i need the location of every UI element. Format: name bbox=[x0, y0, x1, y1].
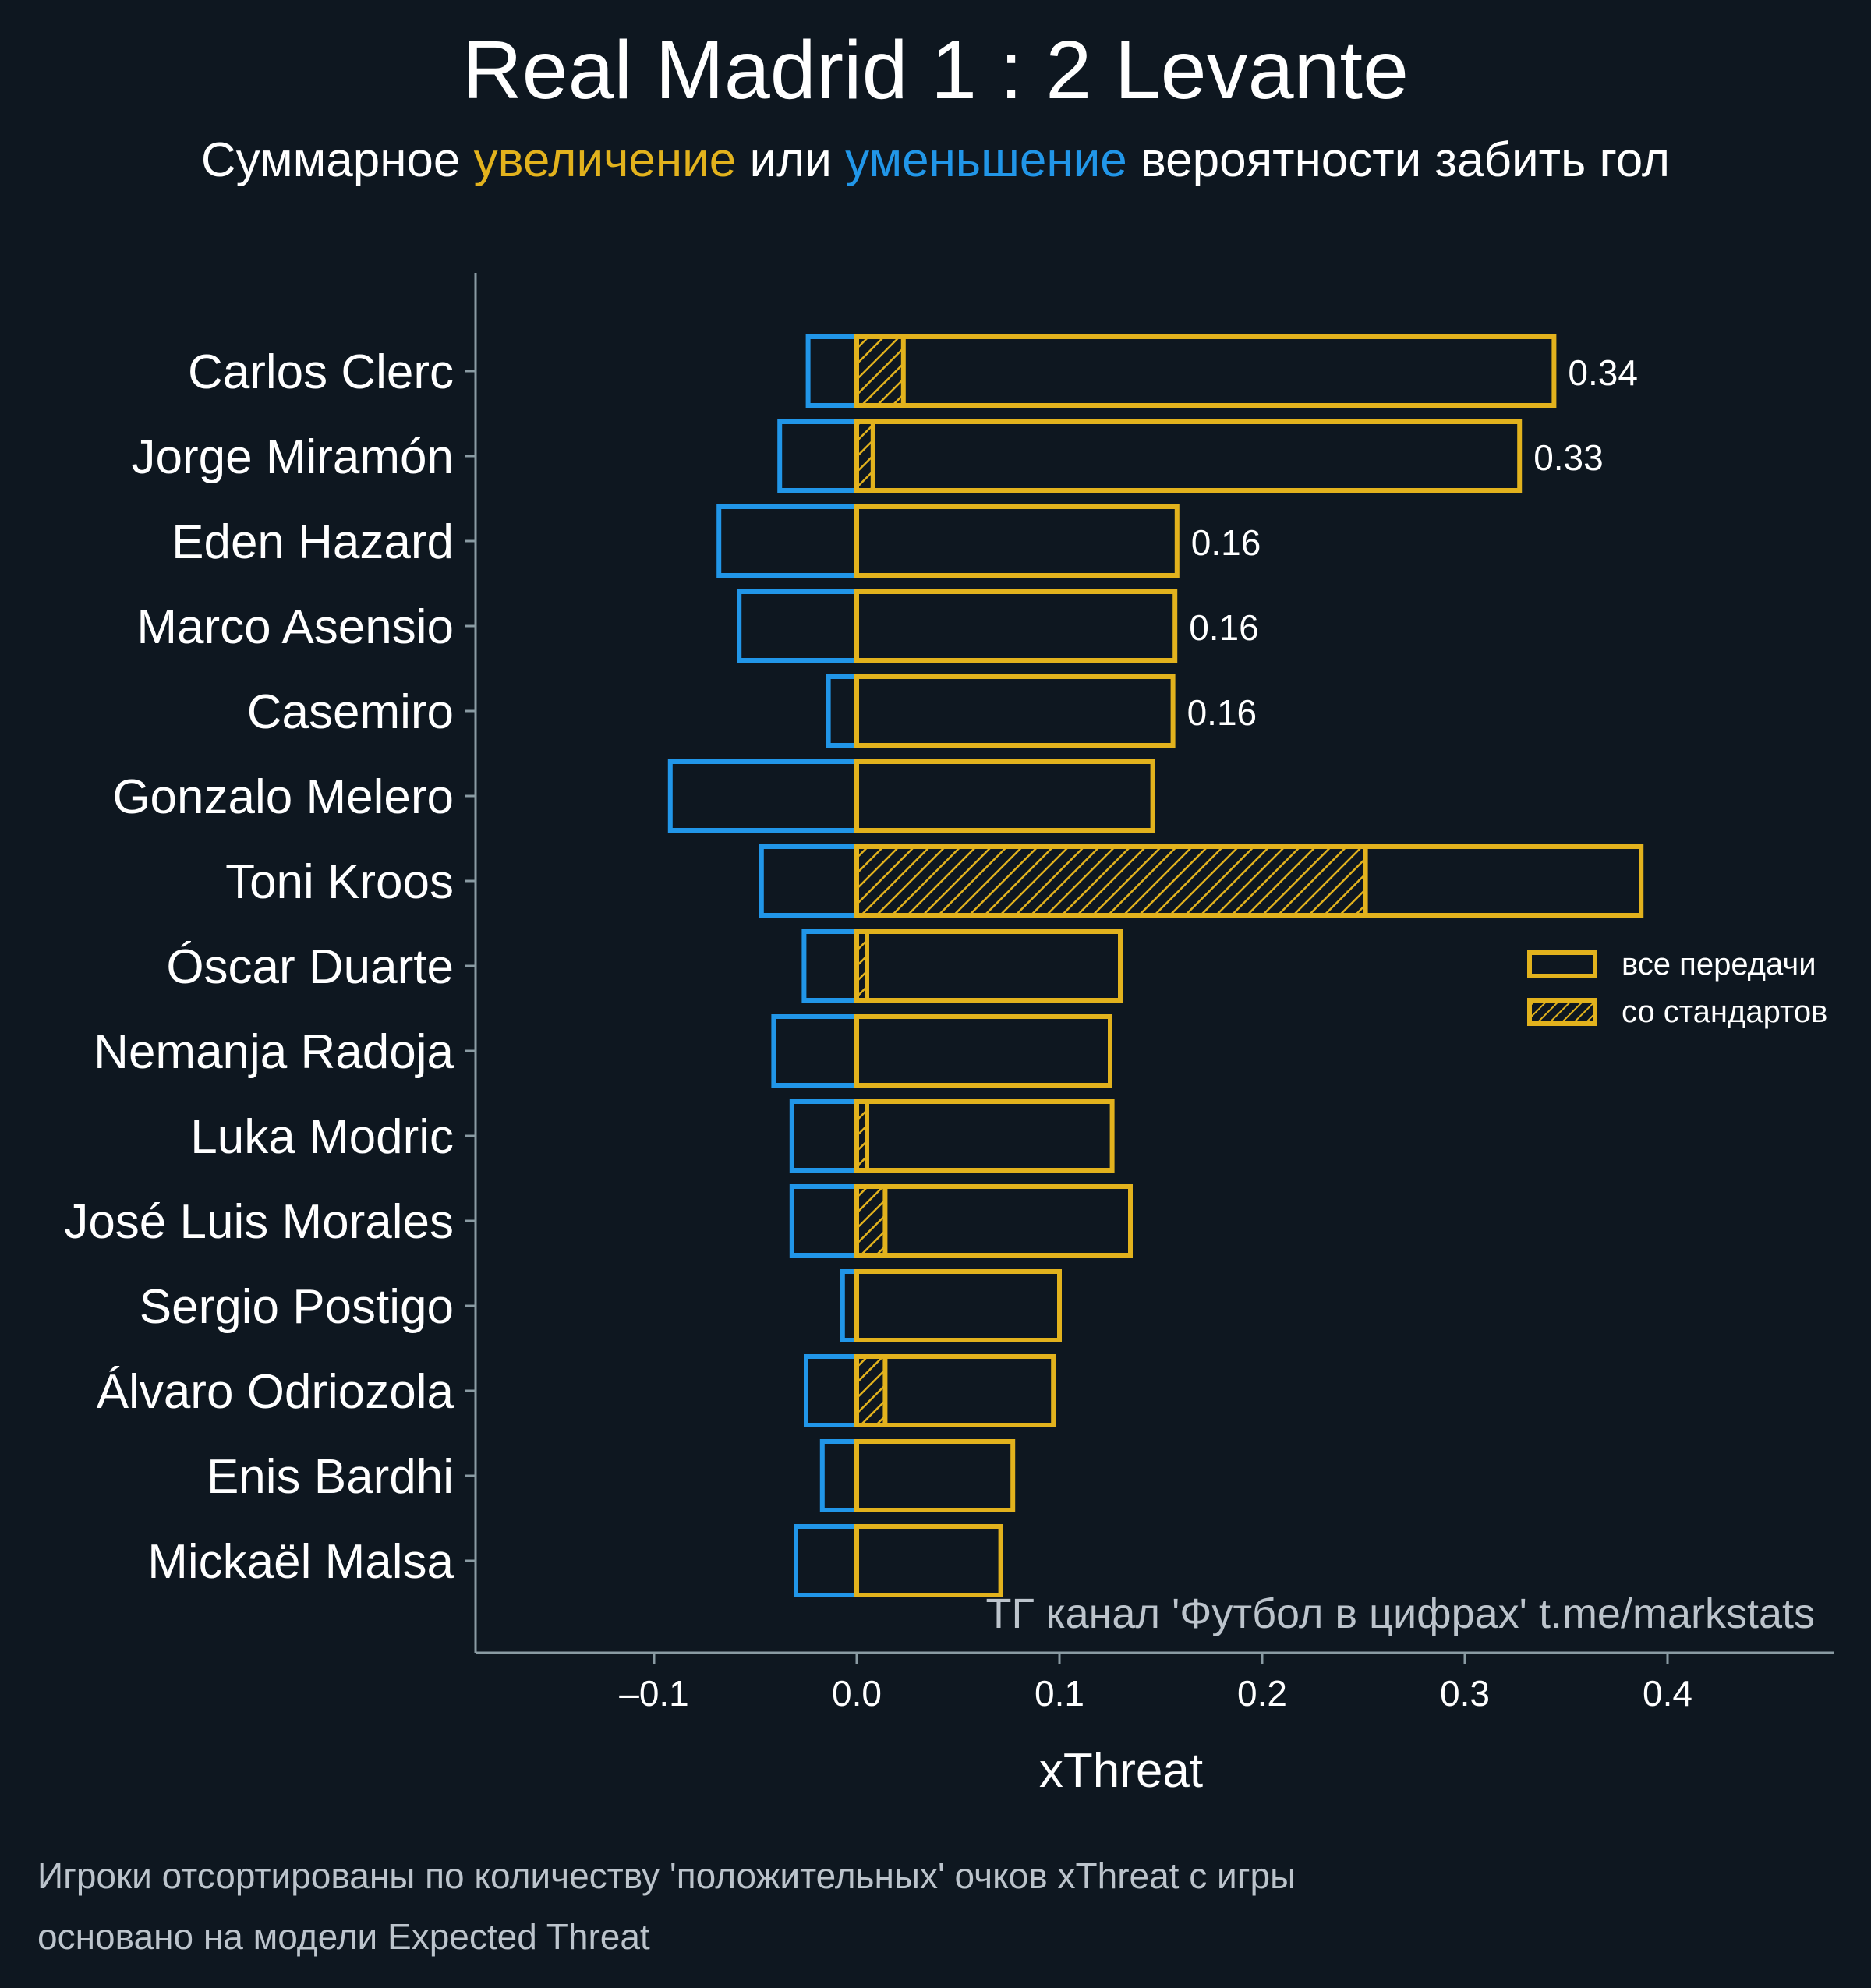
footnote-model: основано на модели Expected Threat bbox=[37, 1916, 650, 1957]
category-label: Mickaël Malsa bbox=[147, 1535, 454, 1589]
category-label: Sergio Postigo bbox=[140, 1280, 454, 1334]
axes: –0.1 0.0 0.1 0.2 0.3 0.4 bbox=[465, 273, 1834, 1714]
value-label: 0.34 bbox=[1568, 352, 1638, 393]
value-label: 0.16 bbox=[1189, 607, 1259, 648]
category-label: Casemiro bbox=[247, 685, 454, 739]
chart-subtitle: Суммарное увеличение или уменьшение веро… bbox=[0, 129, 1871, 192]
subtitle-part1: Суммарное bbox=[200, 133, 474, 187]
category-label: Óscar Duarte bbox=[166, 940, 454, 994]
category-label: Eden Hazard bbox=[172, 515, 454, 569]
positive-bar bbox=[854, 1439, 1016, 1512]
negative-bar bbox=[826, 674, 859, 748]
negative-bar bbox=[789, 1184, 859, 1258]
set-piece-bar bbox=[854, 419, 875, 493]
positive-bar bbox=[854, 419, 1523, 493]
bars bbox=[667, 334, 1644, 1597]
subtitle-negative-word: уменьшение bbox=[845, 133, 1127, 187]
set-piece-bar bbox=[854, 1354, 888, 1427]
x-tick-label: 0.1 bbox=[1035, 1673, 1084, 1714]
legend-label-all-passes: все передачи bbox=[1622, 947, 1816, 982]
positive-bar bbox=[854, 759, 1155, 833]
positive-bar bbox=[854, 334, 1557, 408]
subtitle-positive-word: увеличение bbox=[473, 133, 737, 187]
negative-bar bbox=[737, 589, 860, 663]
value-labels: 0.34 0.33 0.16 0.16 0.16 bbox=[1187, 352, 1638, 733]
positive-bar bbox=[854, 1354, 1056, 1427]
positive-bar bbox=[854, 1524, 1003, 1597]
x-tick-label: 0.0 bbox=[832, 1673, 882, 1714]
negative-bar bbox=[804, 1354, 859, 1427]
positive-bar bbox=[854, 589, 1178, 663]
negative-bar bbox=[777, 419, 860, 493]
positive-bar bbox=[854, 504, 1180, 578]
category-label: Jorge Miramón bbox=[132, 430, 454, 484]
positive-bar bbox=[854, 844, 1644, 918]
category-label: Toni Kroos bbox=[225, 855, 454, 909]
category-label: Luka Modric bbox=[190, 1110, 454, 1164]
category-labels: Carlos Clerc Jorge Miramón Eden Hazard Marc… bbox=[64, 345, 454, 1589]
watermark: ТГ канал 'Футбол в цифрах' t.me/markstat… bbox=[986, 1590, 1815, 1637]
x-tick-label: 0.4 bbox=[1643, 1673, 1692, 1714]
value-label: 0.33 bbox=[1533, 437, 1604, 478]
category-label: Álvaro Odriozola bbox=[97, 1365, 454, 1419]
category-label: Gonzalo Melero bbox=[112, 770, 454, 824]
negative-bar bbox=[771, 1014, 860, 1088]
x-tick-label: 0.3 bbox=[1440, 1673, 1490, 1714]
legend-swatch-all-passes bbox=[1527, 950, 1597, 978]
category-label: José Luis Morales bbox=[64, 1195, 454, 1249]
legend: все передачи со стандартов bbox=[1527, 947, 1827, 1029]
category-label: Nemanja Radoja bbox=[94, 1025, 454, 1079]
category-label: Marco Asensio bbox=[136, 600, 454, 654]
chart-title: Real Madrid 1 : 2 Levante bbox=[462, 24, 1409, 116]
x-tick-label: 0.2 bbox=[1237, 1673, 1287, 1714]
legend-swatch-set-pieces bbox=[1527, 998, 1597, 1026]
positive-bar bbox=[854, 929, 1123, 1003]
category-label: Enis Bardhi bbox=[207, 1450, 454, 1504]
legend-label-set-pieces: со стандартов bbox=[1622, 995, 1827, 1029]
positive-bar bbox=[854, 1014, 1112, 1088]
negative-bar bbox=[716, 504, 860, 578]
subtitle-part3: вероятности забить гол bbox=[1126, 133, 1671, 187]
subtitle-part2: или bbox=[736, 133, 846, 187]
set-piece-bar bbox=[854, 334, 906, 408]
negative-bar bbox=[789, 1099, 859, 1173]
value-label: 0.16 bbox=[1187, 692, 1257, 733]
positive-bar bbox=[854, 1184, 1133, 1258]
set-piece-bar bbox=[854, 1184, 888, 1258]
negative-bar bbox=[819, 1439, 860, 1512]
value-label: 0.16 bbox=[1191, 522, 1261, 563]
positive-bar bbox=[854, 674, 1176, 748]
positive-bar bbox=[854, 1099, 1115, 1173]
footnote-sorting: Игроки отсортированы по количеству 'поло… bbox=[37, 1855, 1296, 1896]
positive-bar bbox=[854, 1269, 1062, 1342]
x-tick-label: –0.1 bbox=[619, 1673, 689, 1714]
x-axis-label: xThreat bbox=[1039, 1744, 1203, 1798]
negative-bar bbox=[801, 929, 860, 1003]
set-piece-bar bbox=[854, 844, 1368, 918]
negative-bar bbox=[805, 334, 859, 408]
category-label: Carlos Clerc bbox=[188, 345, 454, 399]
negative-bar bbox=[794, 1524, 859, 1597]
negative-bar bbox=[667, 759, 859, 833]
negative-bar bbox=[759, 844, 859, 918]
